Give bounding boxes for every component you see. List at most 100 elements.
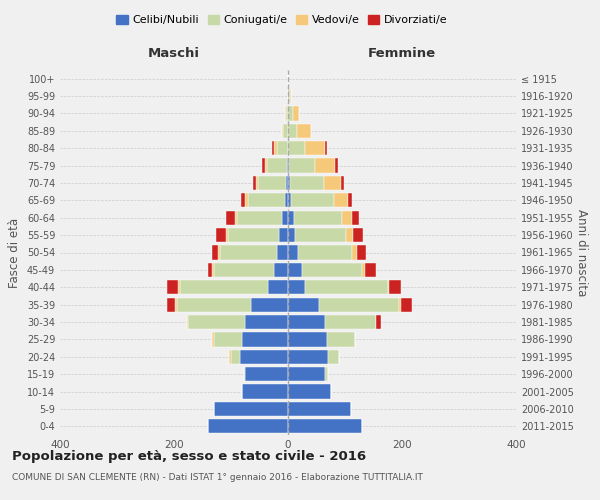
Bar [352,210,359,225]
Bar [286,106,288,120]
Bar [268,280,288,294]
Bar [282,124,283,138]
Bar [256,176,258,190]
Bar [274,141,277,156]
Bar [288,89,290,103]
Bar [288,193,291,208]
Bar [236,210,283,225]
Bar [258,176,286,190]
Bar [290,89,292,103]
Bar [208,263,212,277]
Bar [296,124,311,138]
Bar [251,298,288,312]
Bar [287,158,288,172]
Bar [288,158,289,172]
Bar [319,298,399,312]
Bar [288,124,296,138]
Bar [231,350,239,364]
Bar [325,367,328,382]
Bar [289,158,315,172]
Bar [274,263,288,277]
Bar [324,176,341,190]
Bar [212,246,218,260]
Bar [362,263,365,277]
Bar [226,228,228,242]
Bar [277,246,288,260]
Bar [284,106,286,120]
Bar [285,193,288,208]
Bar [288,280,305,294]
Bar [388,280,389,294]
Bar [288,141,305,156]
Bar [286,176,288,190]
Bar [305,280,388,294]
Bar [288,367,325,382]
Bar [235,210,237,225]
Bar [241,193,245,208]
Bar [325,315,376,329]
Bar [288,315,325,329]
Bar [218,246,220,260]
Bar [244,367,245,382]
Bar [325,141,327,156]
Bar [267,158,287,172]
Bar [365,263,376,277]
Bar [298,246,352,260]
Bar [288,419,362,434]
Bar [291,193,334,208]
Bar [352,246,357,260]
Bar [283,210,288,225]
Bar [188,315,245,329]
Bar [216,228,226,242]
Bar [342,210,352,225]
Bar [214,402,288,416]
Bar [348,193,352,208]
Bar [302,263,362,277]
Bar [293,106,299,120]
Bar [245,193,248,208]
Bar [288,298,319,312]
Bar [220,246,277,260]
Bar [389,280,401,294]
Y-axis label: Fasce di età: Fasce di età [8,218,21,288]
Bar [288,176,290,190]
Bar [315,158,335,172]
Bar [180,280,268,294]
Bar [288,210,294,225]
Bar [305,141,325,156]
Bar [334,193,348,208]
Bar [262,158,265,172]
Y-axis label: Anni di nascita: Anni di nascita [575,209,587,296]
Bar [187,315,188,329]
Bar [167,280,178,294]
Bar [212,332,214,346]
Bar [280,228,288,242]
Text: Maschi: Maschi [148,46,200,60]
Bar [328,350,340,364]
Text: Femmine: Femmine [368,46,436,60]
Bar [212,263,214,277]
Bar [175,298,177,312]
Bar [226,210,235,225]
Bar [290,176,324,190]
Bar [376,315,381,329]
Bar [294,210,342,225]
Bar [288,350,328,364]
Bar [245,315,288,329]
Text: COMUNE DI SAN CLEMENTE (RN) - Dati ISTAT 1° gennaio 2016 - Elaborazione TUTTITAL: COMUNE DI SAN CLEMENTE (RN) - Dati ISTAT… [12,472,423,482]
Bar [288,228,295,242]
Bar [357,246,365,260]
Bar [277,141,288,156]
Bar [288,263,302,277]
Bar [401,298,412,312]
Bar [214,263,274,277]
Bar [399,298,401,312]
Bar [353,228,363,242]
Bar [214,332,242,346]
Bar [288,332,327,346]
Bar [242,332,288,346]
Legend: Celibi/Nubili, Coniugati/e, Vedovi/e, Divorziati/e: Celibi/Nubili, Coniugati/e, Vedovi/e, Di… [112,10,452,30]
Bar [265,158,267,172]
Bar [248,193,285,208]
Bar [327,332,355,346]
